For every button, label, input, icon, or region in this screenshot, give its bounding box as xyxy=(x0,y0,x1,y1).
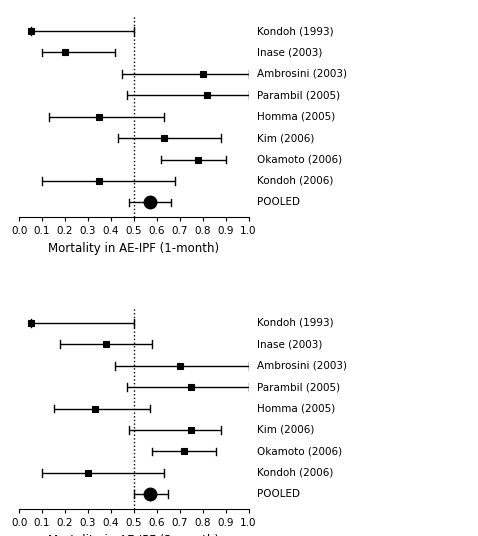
Text: POOLED: POOLED xyxy=(257,197,300,207)
Text: Homma (2005): Homma (2005) xyxy=(257,111,335,122)
X-axis label: Mortality in AE-IPF (1-month): Mortality in AE-IPF (1-month) xyxy=(48,242,219,255)
Text: Parambil (2005): Parambil (2005) xyxy=(257,90,340,100)
Text: Kim (2006): Kim (2006) xyxy=(257,133,314,143)
Text: POOLED: POOLED xyxy=(257,489,300,499)
Text: Okamoto (2006): Okamoto (2006) xyxy=(257,446,342,456)
Text: Parambil (2005): Parambil (2005) xyxy=(257,382,340,392)
Text: Ambrosini (2003): Ambrosini (2003) xyxy=(257,361,347,371)
Text: Kondoh (1993): Kondoh (1993) xyxy=(257,26,334,36)
Text: Kondoh (2006): Kondoh (2006) xyxy=(257,468,333,478)
Text: Kondoh (2006): Kondoh (2006) xyxy=(257,176,333,186)
Text: Homma (2005): Homma (2005) xyxy=(257,404,335,414)
Text: Inase (2003): Inase (2003) xyxy=(257,339,322,349)
Text: Kondoh (1993): Kondoh (1993) xyxy=(257,318,334,328)
Text: Okamoto (2006): Okamoto (2006) xyxy=(257,154,342,165)
Text: Kim (2006): Kim (2006) xyxy=(257,425,314,435)
Text: Inase (2003): Inase (2003) xyxy=(257,48,322,57)
X-axis label: Mortality in AE-IPF (3-month): Mortality in AE-IPF (3-month) xyxy=(48,534,219,536)
Text: Ambrosini (2003): Ambrosini (2003) xyxy=(257,69,347,79)
